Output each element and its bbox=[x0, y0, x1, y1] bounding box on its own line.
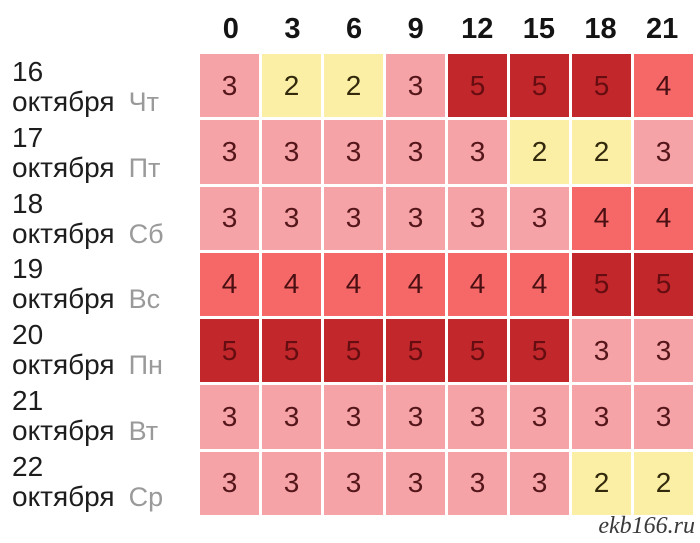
heatmap-cell: 3 bbox=[200, 451, 259, 515]
hour-label: 18 bbox=[584, 12, 617, 45]
date-month: октября bbox=[12, 415, 115, 447]
heatmap-cell: 3 bbox=[200, 385, 259, 449]
date-weekday: Ср bbox=[128, 482, 164, 513]
heatmap-cell: 3 bbox=[572, 319, 631, 383]
date-day: 18 bbox=[12, 187, 44, 219]
heatmap-cell: 3 bbox=[324, 385, 383, 449]
hours-header: 0 3 6 9 12 15 18 21 bbox=[200, 10, 693, 48]
hour-label: 6 bbox=[345, 12, 363, 45]
date-month: октября bbox=[12, 217, 115, 249]
heatmap-cell: 5 bbox=[448, 319, 507, 383]
heatmap-cell: 5 bbox=[572, 252, 631, 317]
heatmap-cell: 4 bbox=[510, 252, 569, 317]
heatmap-cell: 4 bbox=[448, 252, 507, 317]
date-day: 16 bbox=[12, 55, 44, 87]
date-day: 21 bbox=[12, 385, 44, 417]
heatmap-cell: 3 bbox=[634, 385, 693, 449]
heatmap-cell: 3 bbox=[448, 120, 507, 184]
date-weekday: Пт bbox=[128, 152, 161, 183]
heatmap-cell: 5 bbox=[634, 252, 693, 317]
date-day: 19 bbox=[12, 253, 44, 285]
heatmap-cell: 2 bbox=[572, 451, 631, 515]
heatmap-cell: 3 bbox=[386, 385, 445, 449]
heatmap-cell: 5 bbox=[262, 319, 321, 383]
heatmap-cell: 3 bbox=[386, 120, 445, 184]
heatmap-cell: 3 bbox=[448, 385, 507, 449]
heatmap-cell: 2 bbox=[324, 54, 383, 118]
date-month: октября bbox=[12, 349, 115, 381]
heatmap-cell: 2 bbox=[262, 54, 321, 118]
heatmap-cell: 3 bbox=[200, 54, 259, 118]
date-labels-column: 16 октября Чт 17 октября Пт 18 октября С… bbox=[12, 54, 198, 515]
hour-label: 21 bbox=[646, 12, 679, 45]
heatmap-cell: 5 bbox=[200, 319, 259, 383]
date-month: октября bbox=[12, 283, 115, 315]
date-month: октября bbox=[12, 481, 115, 513]
watermark: ekb166.ru bbox=[598, 513, 695, 539]
hour-label: 9 bbox=[407, 12, 424, 45]
heatmap-cell: 4 bbox=[200, 252, 259, 317]
heatmap-cell: 4 bbox=[262, 252, 321, 317]
heatmap-cell: 5 bbox=[448, 54, 507, 118]
heatmap-cell: 2 bbox=[634, 451, 693, 515]
date-weekday: Пн bbox=[128, 350, 163, 381]
date-day: 20 bbox=[12, 319, 44, 351]
heatmap-cell: 2 bbox=[510, 120, 569, 184]
hour-label: 3 bbox=[284, 12, 301, 45]
date-day: 17 bbox=[12, 121, 44, 153]
date-month: октября bbox=[12, 151, 115, 183]
hour-label: 15 bbox=[522, 12, 556, 45]
heatmap-cell: 5 bbox=[324, 319, 383, 383]
heatmap-cell: 5 bbox=[572, 54, 631, 118]
heatmap-cell: 5 bbox=[386, 319, 445, 383]
heatmap-cell: 3 bbox=[448, 186, 507, 250]
heatmap-cell: 4 bbox=[386, 252, 445, 317]
heatmap-cell: 3 bbox=[510, 451, 569, 515]
heatmap-cell: 3 bbox=[386, 451, 445, 515]
heatmap-cell: 2 bbox=[572, 120, 631, 184]
date-label: 18 октября Сб bbox=[12, 186, 198, 252]
heatmap-cell: 3 bbox=[572, 385, 631, 449]
heatmap-cell: 4 bbox=[634, 186, 693, 250]
heatmap-cell: 3 bbox=[262, 385, 321, 449]
heatmap-cell: 5 bbox=[510, 319, 569, 383]
date-day: 22 bbox=[12, 451, 44, 483]
heatmap-cell: 5 bbox=[510, 54, 569, 118]
heatmap-cell: 3 bbox=[200, 186, 259, 250]
date-month: октября bbox=[12, 85, 115, 117]
date-weekday: Сб bbox=[128, 218, 164, 249]
heatmap-cell: 4 bbox=[572, 186, 631, 250]
heatmap-cell: 3 bbox=[386, 54, 445, 118]
date-label: 19 октября Вс bbox=[12, 252, 198, 318]
heatmap-cell: 3 bbox=[386, 186, 445, 250]
heatmap-cell: 3 bbox=[448, 451, 507, 515]
heatmap-cell: 3 bbox=[324, 120, 383, 184]
date-weekday: Чт bbox=[128, 86, 159, 117]
date-label: 22 октября Ср bbox=[12, 449, 198, 515]
heatmap-cell: 4 bbox=[324, 252, 383, 317]
heatmap-cell: 4 bbox=[634, 54, 693, 118]
date-weekday: Вт bbox=[128, 416, 159, 447]
date-label: 16 октября Чт bbox=[12, 54, 198, 120]
heatmap-cell: 3 bbox=[634, 319, 693, 383]
hour-label: 0 bbox=[222, 12, 239, 45]
date-label: 21 октября Вт bbox=[12, 383, 198, 449]
heatmap-cell: 3 bbox=[262, 120, 321, 184]
heatmap-cell: 3 bbox=[324, 451, 383, 515]
heatmap-cell: 3 bbox=[200, 120, 259, 184]
heatmap-cell: 3 bbox=[634, 120, 693, 184]
heatmap-cell: 3 bbox=[510, 186, 569, 250]
hour-label: 12 bbox=[461, 12, 494, 45]
heatmap-cell: 3 bbox=[324, 186, 383, 250]
date-label: 20 октября Пн bbox=[12, 317, 198, 383]
date-weekday: Вс bbox=[128, 284, 161, 315]
date-label: 17 октября Пт bbox=[12, 120, 198, 186]
heatmap-cell: 3 bbox=[262, 451, 321, 515]
heatmap-cell: 3 bbox=[510, 385, 569, 449]
heatmap-cell: 3 bbox=[262, 186, 321, 250]
